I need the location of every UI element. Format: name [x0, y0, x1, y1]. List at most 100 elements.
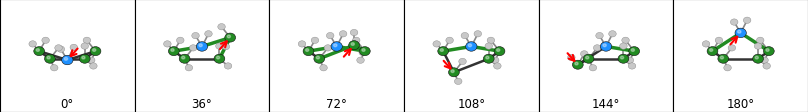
Circle shape [735, 29, 747, 38]
Circle shape [57, 47, 65, 53]
Circle shape [486, 57, 489, 59]
Circle shape [170, 49, 174, 52]
Circle shape [572, 61, 583, 70]
Text: 36°: 36° [191, 97, 213, 110]
Circle shape [303, 47, 314, 56]
Circle shape [593, 45, 601, 52]
Circle shape [763, 63, 771, 70]
Circle shape [216, 44, 223, 50]
Circle shape [191, 33, 200, 39]
Circle shape [483, 55, 494, 64]
Circle shape [567, 55, 575, 61]
Circle shape [311, 38, 318, 44]
Circle shape [357, 57, 364, 64]
Circle shape [349, 41, 360, 50]
Circle shape [217, 57, 220, 59]
Circle shape [64, 58, 68, 61]
Text: 180°: 180° [726, 97, 755, 110]
Circle shape [70, 45, 78, 51]
Circle shape [485, 44, 493, 50]
Circle shape [225, 34, 236, 43]
Circle shape [214, 55, 225, 64]
Circle shape [600, 42, 612, 52]
Circle shape [352, 38, 360, 44]
Circle shape [29, 41, 36, 48]
Circle shape [494, 47, 505, 56]
Circle shape [55, 45, 62, 52]
Circle shape [314, 55, 325, 64]
Circle shape [715, 38, 722, 44]
Circle shape [222, 44, 229, 50]
Circle shape [163, 41, 171, 48]
Circle shape [608, 31, 617, 38]
Circle shape [331, 42, 343, 52]
Text: 144°: 144° [591, 97, 621, 110]
Circle shape [603, 44, 606, 47]
Circle shape [494, 63, 501, 70]
Circle shape [724, 65, 731, 71]
Circle shape [179, 55, 190, 64]
Circle shape [298, 41, 305, 48]
Circle shape [580, 51, 588, 57]
Circle shape [218, 24, 225, 31]
Circle shape [446, 38, 453, 44]
Circle shape [204, 31, 213, 38]
Circle shape [459, 59, 466, 65]
Circle shape [487, 38, 494, 44]
Circle shape [433, 41, 440, 48]
Circle shape [320, 65, 327, 71]
Circle shape [82, 57, 85, 59]
Circle shape [225, 63, 232, 70]
Circle shape [622, 38, 629, 44]
Circle shape [753, 55, 764, 64]
Circle shape [87, 57, 95, 64]
Circle shape [47, 57, 50, 59]
Circle shape [755, 44, 762, 50]
Circle shape [618, 55, 629, 64]
Circle shape [728, 45, 735, 52]
Circle shape [451, 70, 454, 73]
Circle shape [440, 49, 444, 52]
Circle shape [50, 65, 58, 71]
Circle shape [90, 63, 97, 70]
Circle shape [629, 47, 640, 56]
Text: 72°: 72° [326, 97, 347, 110]
Circle shape [79, 55, 90, 64]
Circle shape [189, 45, 197, 52]
Circle shape [497, 49, 500, 52]
Circle shape [305, 49, 309, 52]
Circle shape [326, 33, 334, 39]
Circle shape [474, 31, 482, 38]
Circle shape [702, 41, 709, 48]
Circle shape [718, 55, 729, 64]
Circle shape [631, 49, 634, 52]
Circle shape [90, 47, 101, 56]
Circle shape [720, 57, 723, 59]
Circle shape [583, 55, 594, 64]
Circle shape [438, 47, 448, 56]
Circle shape [83, 38, 90, 44]
Circle shape [196, 42, 208, 52]
Circle shape [465, 42, 477, 52]
Circle shape [81, 44, 89, 50]
Circle shape [199, 44, 202, 47]
Circle shape [44, 55, 55, 64]
Circle shape [182, 57, 185, 59]
Circle shape [334, 44, 337, 47]
Circle shape [743, 18, 751, 24]
Circle shape [756, 38, 764, 44]
Circle shape [34, 47, 44, 56]
Circle shape [595, 33, 604, 39]
Text: 0°: 0° [61, 97, 74, 110]
Circle shape [629, 63, 636, 70]
Circle shape [764, 47, 774, 56]
Circle shape [454, 79, 462, 85]
Circle shape [738, 31, 741, 34]
Circle shape [620, 44, 627, 50]
Circle shape [574, 63, 578, 65]
Circle shape [589, 65, 596, 71]
Circle shape [766, 49, 769, 52]
Circle shape [626, 57, 633, 64]
Circle shape [168, 47, 179, 56]
Circle shape [621, 57, 624, 59]
